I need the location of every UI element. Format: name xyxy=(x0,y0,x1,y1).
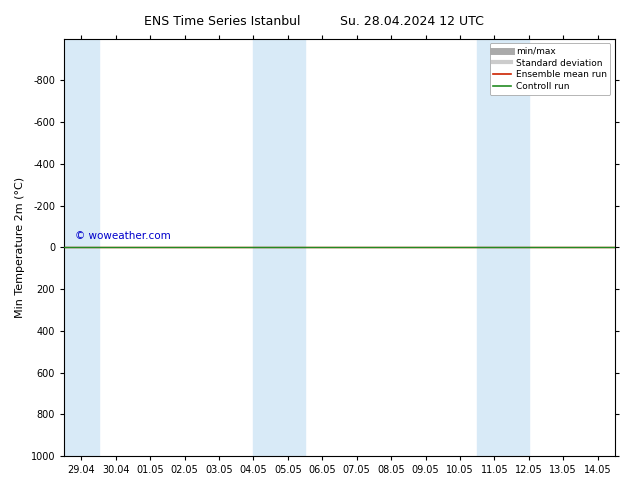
Bar xyxy=(477,39,529,456)
Legend: min/max, Standard deviation, Ensemble mean run, Controll run: min/max, Standard deviation, Ensemble me… xyxy=(489,43,611,95)
Text: © woweather.com: © woweather.com xyxy=(75,231,171,241)
Text: ENS Time Series Istanbul: ENS Time Series Istanbul xyxy=(144,15,300,28)
Bar xyxy=(64,39,98,456)
Text: Su. 28.04.2024 12 UTC: Su. 28.04.2024 12 UTC xyxy=(340,15,484,28)
Y-axis label: Min Temperature 2m (°C): Min Temperature 2m (°C) xyxy=(15,177,25,318)
Bar xyxy=(254,39,305,456)
